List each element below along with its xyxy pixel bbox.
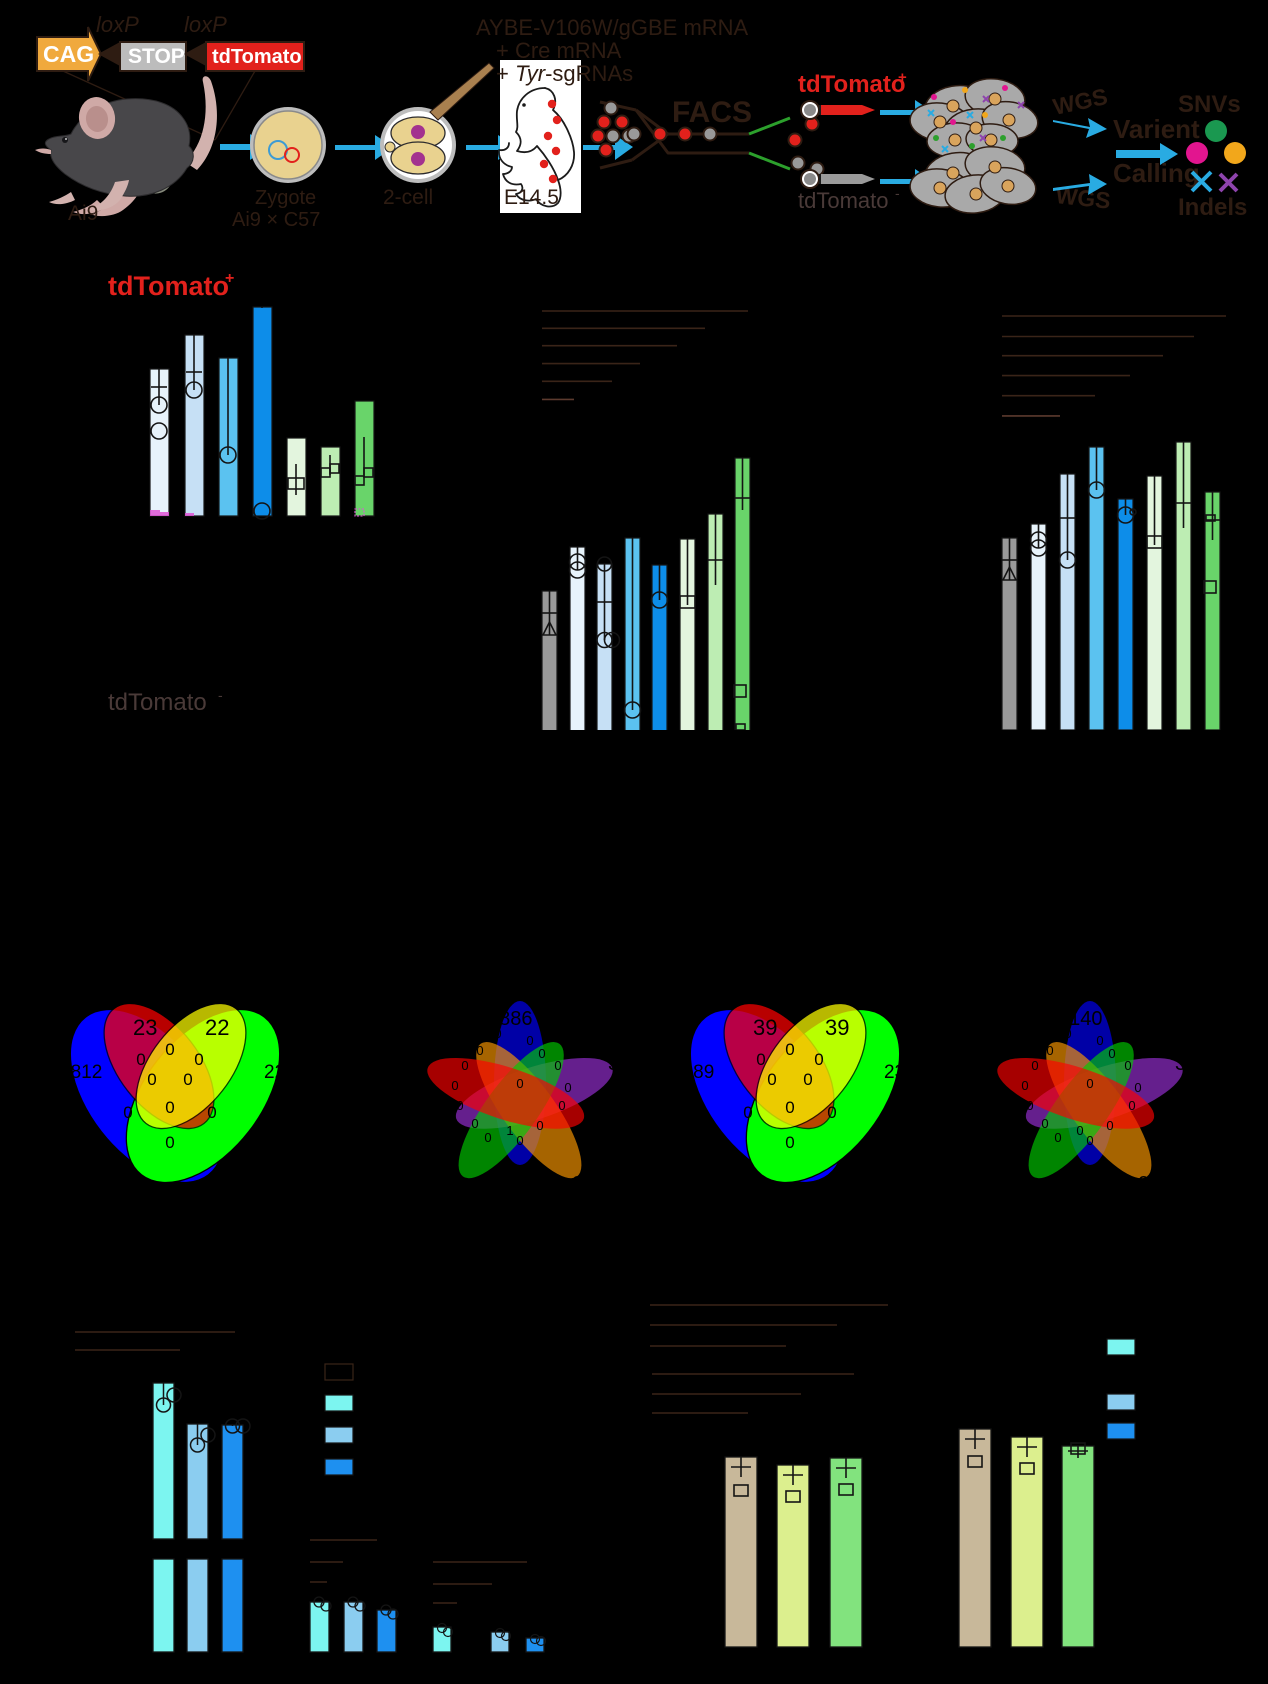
svg-text:0: 0 — [451, 1078, 458, 1093]
svg-text:22: 22 — [264, 1062, 285, 1083]
svg-text:+ Tyr-sgRNAs: + Tyr-sgRNAs — [496, 61, 633, 86]
svg-text:0: 0 — [1096, 1033, 1103, 1048]
svg-text:0: 0 — [123, 1103, 132, 1122]
svg-text:0: 0 — [494, 1026, 501, 1041]
svg-text:0: 0 — [1134, 1080, 1141, 1095]
svg-text:23: 23 — [884, 1062, 905, 1083]
svg-text:39: 39 — [753, 1015, 777, 1040]
svg-text:SNVs: SNVs — [1178, 91, 1241, 118]
svg-text:0: 0 — [183, 1070, 192, 1089]
svg-text:25: 25 — [1008, 1173, 1030, 1195]
svg-text:0: 0 — [558, 1098, 565, 1113]
svg-text:0: 0 — [1076, 1123, 1083, 1138]
svg-text:0: 0 — [165, 1040, 174, 1059]
svg-text:23: 23 — [133, 1015, 157, 1040]
svg-text:-: - — [218, 687, 223, 703]
svg-text:0: 0 — [1128, 1098, 1135, 1113]
svg-text:0: 0 — [461, 1058, 468, 1073]
svg-text:loxP: loxP — [184, 12, 227, 37]
svg-text:Zygote: Zygote — [255, 187, 316, 209]
svg-text:0: 0 — [1021, 1078, 1028, 1093]
svg-text:tdTomato: tdTomato — [798, 188, 889, 213]
svg-text:34: 34 — [394, 1053, 416, 1075]
svg-text:23: 23 — [572, 1173, 594, 1195]
svg-text:STOP: STOP — [128, 45, 185, 68]
svg-text:Ai9 × C57: Ai9 × C57 — [232, 209, 320, 231]
svg-text:0: 0 — [207, 1103, 216, 1122]
svg-text:0: 0 — [767, 1070, 776, 1089]
svg-text:0: 0 — [1031, 1058, 1038, 1073]
svg-text:tdTomato: tdTomato — [798, 71, 906, 98]
svg-text:0: 0 — [785, 1040, 794, 1059]
svg-text:FACS: FACS — [672, 96, 752, 129]
svg-text:tdTomato: tdTomato — [212, 46, 302, 68]
svg-text:31: 31 — [608, 1053, 630, 1075]
svg-text:4812: 4812 — [60, 1062, 102, 1083]
svg-text:2-cell: 2-cell — [383, 186, 433, 209]
svg-text:0: 0 — [147, 1070, 156, 1089]
svg-text:0: 0 — [827, 1103, 836, 1122]
svg-text:tdTomato: tdTomato — [108, 271, 229, 301]
svg-text:0: 0 — [194, 1050, 203, 1069]
svg-text:0: 0 — [785, 1133, 794, 1152]
svg-text:0: 0 — [1108, 1046, 1115, 1061]
svg-text:0: 0 — [756, 1050, 765, 1069]
svg-text:+ Cre mRNA: + Cre mRNA — [496, 38, 622, 63]
svg-text:0: 0 — [1106, 1118, 1113, 1133]
svg-text:0: 0 — [536, 1118, 543, 1133]
svg-text:tdTomato: tdTomato — [108, 689, 207, 716]
svg-text:loxP: loxP — [96, 12, 139, 37]
svg-text:0: 0 — [456, 1098, 463, 1113]
svg-text:0: 0 — [814, 1050, 823, 1069]
svg-text:0: 0 — [1026, 1098, 1033, 1113]
svg-text:0: 0 — [785, 1098, 794, 1117]
svg-text:Indels: Indels — [1178, 194, 1247, 221]
svg-text:0: 0 — [1064, 1026, 1071, 1041]
svg-text:+: + — [898, 69, 907, 86]
svg-text:Ai9: Ai9 — [68, 202, 98, 225]
svg-text:AYBE-V106W/gGBE mRNA: AYBE-V106W/gGBE mRNA — [476, 15, 749, 40]
svg-text:0: 0 — [165, 1133, 174, 1152]
svg-text:0: 0 — [526, 1033, 533, 1048]
svg-text:WGS: WGS — [1051, 83, 1110, 120]
svg-text:0: 0 — [1054, 1130, 1061, 1145]
svg-text:0: 0 — [136, 1050, 145, 1069]
svg-text:22: 22 — [205, 1015, 229, 1040]
svg-text:0: 0 — [1086, 1076, 1093, 1091]
svg-text:0: 0 — [1046, 1043, 1053, 1058]
svg-text:0: 0 — [471, 1116, 478, 1131]
svg-text:0: 0 — [484, 1130, 491, 1145]
svg-text:0: 0 — [554, 1058, 561, 1073]
svg-text:39: 39 — [825, 1015, 849, 1040]
svg-text:24: 24 — [964, 1053, 986, 1075]
svg-text:0: 0 — [538, 1046, 545, 1061]
svg-text:0: 0 — [476, 1043, 483, 1058]
svg-text:28: 28 — [436, 1173, 458, 1195]
svg-text:0: 0 — [516, 1133, 523, 1148]
svg-text:0: 0 — [1041, 1116, 1048, 1131]
svg-text:CAG: CAG — [43, 41, 94, 67]
svg-text:0: 0 — [803, 1070, 812, 1089]
svg-text:-: - — [895, 185, 900, 201]
svg-text:0: 0 — [165, 1098, 174, 1117]
svg-text:34: 34 — [1175, 1053, 1197, 1075]
svg-text:Calling: Calling — [1113, 158, 1200, 188]
svg-text:1: 1 — [506, 1123, 513, 1138]
svg-text:0: 0 — [1124, 1058, 1131, 1073]
svg-text:2189: 2189 — [672, 1062, 714, 1083]
svg-text:+: + — [225, 270, 234, 287]
svg-text:0: 0 — [743, 1103, 752, 1122]
svg-text:Varient: Varient — [1113, 114, 1200, 144]
svg-text:0: 0 — [516, 1076, 523, 1091]
svg-text:E14.5: E14.5 — [504, 186, 559, 209]
svg-text:0: 0 — [1086, 1133, 1093, 1148]
svg-text:27: 27 — [1138, 1173, 1160, 1195]
svg-text:0: 0 — [564, 1080, 571, 1095]
